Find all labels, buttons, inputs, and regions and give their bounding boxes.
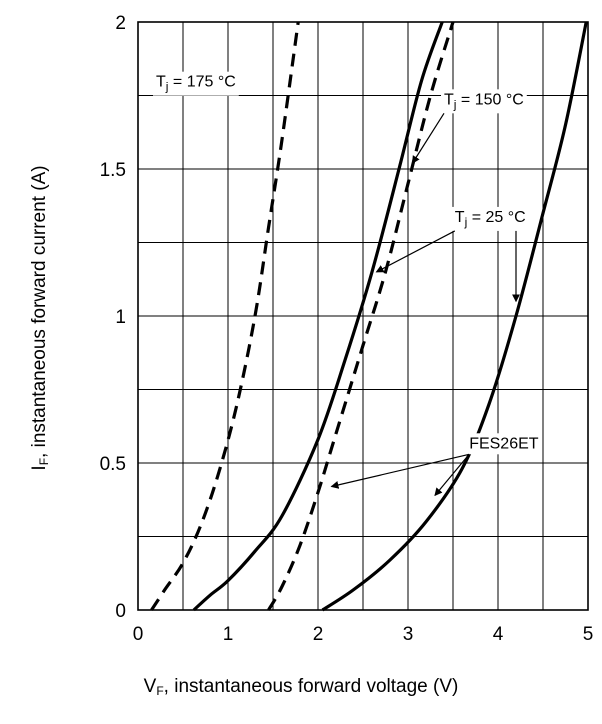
x-axis-label: VF, instantaneous forward voltage (V)	[143, 676, 459, 698]
x-tick-label: 1	[223, 624, 234, 645]
grid	[138, 22, 588, 610]
y-tick-label: 2	[115, 13, 126, 34]
x-tick-labels: 0 1 2 3 4 5	[133, 624, 594, 645]
y-tick-labels: 0 0.5 1 1.5 2	[100, 13, 126, 622]
annotation-arrow	[434, 453, 470, 497]
x-tick-label: 4	[493, 624, 504, 645]
y-tick-label: 0.5	[100, 454, 126, 475]
x-tick-label: 5	[583, 624, 594, 645]
annotation-label: Tj = 25 °C	[455, 209, 526, 229]
annotation-background	[451, 206, 529, 231]
series-line-dashed	[150, 21, 300, 611]
annotation-arrow	[330, 453, 470, 489]
annotation-background	[466, 433, 542, 455]
series-line-solid	[321, 21, 588, 612]
series-line-solid	[192, 21, 444, 612]
annotation-background	[441, 89, 527, 114]
x-tick-label: 2	[313, 624, 324, 645]
y-tick-label: 1	[115, 307, 126, 328]
annotation-label: Tj = 150 °C	[444, 91, 524, 111]
annotation-label: Tj = 175 °C	[156, 74, 236, 94]
annotation-arrow	[375, 230, 456, 273]
plot-frame	[137, 21, 589, 611]
annotations: Tj = 175 °C Tj = 150 °C Tj = 25 °C FES26ET	[153, 71, 542, 497]
x-tick-label: 3	[403, 624, 414, 645]
annotation-arrow	[411, 112, 445, 164]
series-group	[150, 21, 588, 612]
annotation-label: FES26ET	[469, 435, 539, 452]
y-tick-label: 0	[115, 601, 126, 622]
annotation-background	[153, 71, 239, 96]
x-tick-label: 0	[133, 624, 144, 645]
y-axis-label: IF, instantaneous forward current (A)	[29, 165, 51, 471]
y-tick-label: 1.5	[100, 160, 126, 181]
series-line-dashed	[267, 21, 455, 611]
